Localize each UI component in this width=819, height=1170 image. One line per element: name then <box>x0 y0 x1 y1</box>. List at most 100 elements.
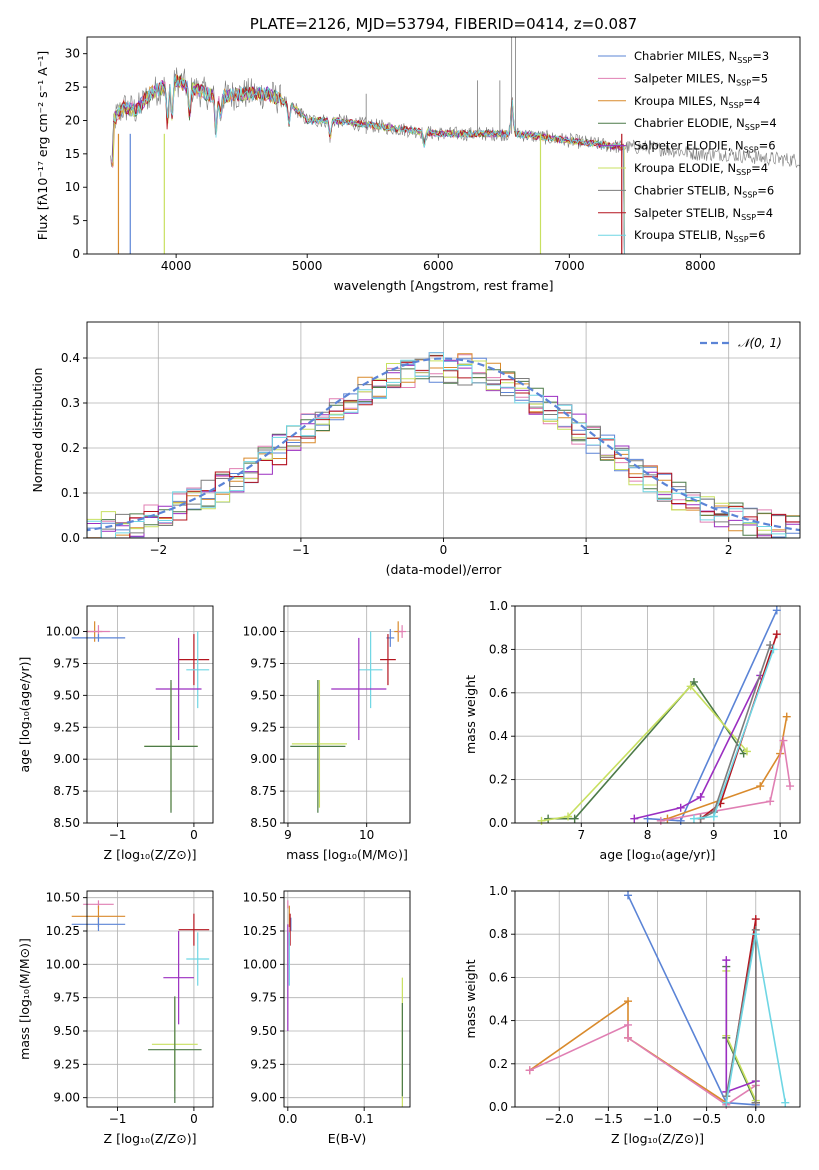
marker-orange <box>756 782 765 791</box>
marker-purple <box>630 814 639 823</box>
marker-orange <box>624 997 633 1006</box>
y-tick-label: 10.00 <box>46 957 80 971</box>
x-axis-label: Z [log₁₀(Z/Z⊙)] <box>104 1131 197 1146</box>
frame-spectrum: 4000 5000 6000 7000 8000 0 5 10 15 20 25 30 waveleng… <box>35 15 801 293</box>
y-tick-label: 10.50 <box>243 891 277 905</box>
marker-red <box>751 915 760 924</box>
frame-massweight_vs_age: 7 8 9 10 0.0 0.2 0.4 0.6 0.8 1.0 age [log₁₀(age/yr… <box>463 599 801 862</box>
marker-lime <box>537 816 546 825</box>
x-tick-label: 0.0 <box>746 1112 765 1126</box>
y-tick-label: 1.0 <box>489 599 508 613</box>
legend-text: Kroupa ELODIE, N <box>634 161 736 175</box>
x-tick-label: 0.0 <box>278 1112 297 1126</box>
marker-blue <box>772 606 781 615</box>
axes-frame <box>86 605 214 824</box>
legend-text: Salpeter MILES, N <box>634 71 736 85</box>
legend-tail: =3 <box>752 49 769 63</box>
spectrum-series-red <box>113 75 625 254</box>
y-tick-label: 0 <box>72 247 80 261</box>
marker-cyan <box>709 812 718 821</box>
y-tick-label: 0.1 <box>61 486 80 500</box>
legend-entry: Chabrier STELIB, NSSP=6 <box>634 183 774 199</box>
chart-title: PLATE=2126, MJD=53794, FIBERID=0414, z=0… <box>250 15 637 33</box>
legend-tail: =6 <box>759 139 776 153</box>
y-tick-label: 30 <box>65 47 80 61</box>
marker-gray <box>766 641 775 650</box>
y-tick-label: 9.50 <box>250 688 277 702</box>
legend-subscript: SSP <box>741 213 756 222</box>
legend-entry: Chabrier MILES, NSSP=3 <box>634 49 769 65</box>
axes-frame <box>514 605 801 824</box>
marker-cyan <box>769 645 778 654</box>
x-tick-label: 0 <box>190 1112 198 1126</box>
y-tick-label: 10.00 <box>46 625 80 639</box>
y-tick-label: 9.75 <box>53 656 80 670</box>
legend-subscript: SSP <box>736 78 751 87</box>
axes-frame <box>283 890 411 1108</box>
marker-pink <box>525 1066 534 1075</box>
x-tick-label: −0.5 <box>692 1112 721 1126</box>
residual-histograms <box>87 352 800 538</box>
axes-massweight_vs_age <box>515 605 800 824</box>
y-tick-label: 9.75 <box>53 991 80 1005</box>
marker-purple <box>696 792 705 801</box>
marker-pink <box>786 782 795 791</box>
x-tick-label: −2.0 <box>545 1112 574 1126</box>
y-tick-label: 8.75 <box>53 784 80 798</box>
x-tick-label: 7 <box>577 828 585 842</box>
y-axis-label: mass [log₁₀(M/M⊙)] <box>17 938 32 1060</box>
legend-tail: =4 <box>744 94 761 108</box>
legend-entry: Kroupa STELIB, NSSP=6 <box>634 228 765 244</box>
legend-subscript: SSP <box>737 56 752 65</box>
y-tick-label: 8.75 <box>250 784 277 798</box>
legend-entry: Chabrier ELODIE, NSSP=4 <box>634 116 777 132</box>
x-tick-label: 0 <box>440 543 448 557</box>
x-tick-label: 0 <box>190 828 198 842</box>
y-tick-label: 0.3 <box>61 396 80 410</box>
y-tick-label: 10.25 <box>46 924 80 938</box>
frame-residuals: −2 −1 0 1 2 0.0 0.1 0.2 0.3 0.4 (data-model)/error… <box>30 321 801 577</box>
x-tick-label: 0.1 <box>355 1112 374 1126</box>
frame-mass_vs_Z: −1 0 9.00 9.25 9.50 9.75 10.00 10.25 10.50 Z [log… <box>17 890 214 1146</box>
x-tick-label: 1 <box>582 543 590 557</box>
marker-purple <box>676 803 685 812</box>
axes-mass_vs_Z <box>87 891 213 1107</box>
legend-entry: Salpeter STELIB, NSSP=4 <box>634 206 773 222</box>
legend-entry: Salpeter MILES, NSSP=5 <box>634 71 768 87</box>
y-tick-label: 1.0 <box>489 884 508 898</box>
y-tick-label: 5 <box>72 214 80 228</box>
frame-age_vs_mass: 9 10 8.50 8.75 9.00 9.25 9.50 9.75 10.00 mass [lo… <box>243 605 411 862</box>
x-axis-label: age [log₁₀(age/yr)] <box>600 847 716 862</box>
series-line-purple <box>634 675 761 820</box>
y-tick-label: 9.75 <box>250 991 277 1005</box>
y-axis-label: Normed distribution <box>30 368 45 493</box>
x-tick-label: 8 <box>644 828 652 842</box>
axes-frame <box>86 890 214 1108</box>
x-axis-label: (data-model)/error <box>386 562 503 577</box>
errorbars-age_vs_mass <box>290 621 407 813</box>
x-tick-label: 5000 <box>292 259 323 273</box>
frame-mass_vs_EBV: 0.0 0.1 9.00 9.25 9.50 9.75 10.00 10.25 10.50 E(B… <box>243 890 411 1146</box>
y-tick-label: 8.50 <box>250 816 277 830</box>
axes-age_vs_mass <box>284 606 410 824</box>
axes-massweight_vs_Z <box>515 890 800 1108</box>
y-tick-label: 9.25 <box>53 720 80 734</box>
series-line-blue <box>627 894 756 1106</box>
axes-mass_vs_EBV <box>284 891 410 1107</box>
y-tick-label: 0.2 <box>489 773 508 787</box>
legend-subscript: SSP <box>745 123 760 132</box>
y-tick-label: 0.6 <box>489 970 508 984</box>
y-tick-label: 10.00 <box>243 957 277 971</box>
y-axis-label: Flux [fλ10⁻¹⁷ erg cm⁻² s⁻¹ A⁻¹] <box>35 51 50 240</box>
marker-cyan <box>722 1098 731 1107</box>
series-line-darkgreen <box>548 680 745 820</box>
legend-entry: 𝒩(0, 1) <box>738 336 782 350</box>
spectrum-series-gray <box>110 67 800 169</box>
legend-subscript: SSP <box>729 101 744 110</box>
y-tick-label: 0.2 <box>61 441 80 455</box>
y-tick-label: 9.25 <box>250 720 277 734</box>
legend-text: Kroupa MILES, N <box>634 94 729 108</box>
axes-frame <box>283 605 411 824</box>
legend-tail: =4 <box>751 161 768 175</box>
legend-subscript: SSP <box>742 190 757 199</box>
